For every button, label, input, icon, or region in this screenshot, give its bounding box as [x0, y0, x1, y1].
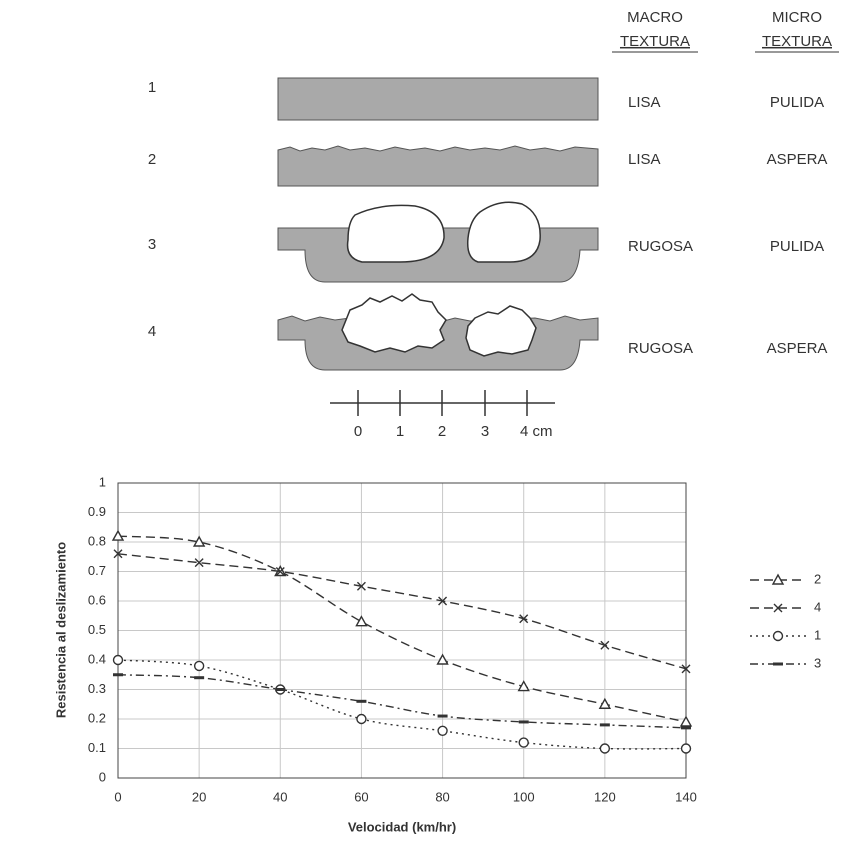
micro: PULIDA: [770, 238, 824, 255]
marker: [111, 529, 125, 541]
marker: [773, 662, 783, 666]
x-tick-label: 140: [675, 789, 697, 804]
row-number: 3: [148, 236, 156, 253]
row-number: 2: [148, 151, 156, 168]
legend-label: 2: [814, 571, 821, 586]
y-tick-label: 1: [99, 474, 106, 489]
marker: [275, 567, 285, 576]
stone: [465, 305, 537, 357]
marker: [518, 737, 529, 748]
y-tick-label: 0.4: [88, 651, 106, 666]
marker: [771, 573, 785, 585]
x-tick-label: 80: [435, 789, 449, 804]
series-line: [117, 659, 687, 750]
series-line: [117, 535, 687, 723]
x-tick-label: 0: [114, 789, 121, 804]
stone: [466, 201, 541, 263]
surface-2: [277, 145, 599, 187]
macro: LISA: [628, 151, 661, 168]
surface-1: [277, 77, 599, 121]
micro: ASPERA: [767, 151, 828, 168]
marker: [600, 640, 610, 650]
y-tick-label: 0.6: [88, 592, 106, 607]
marker: [436, 653, 449, 665]
marker: [518, 720, 529, 724]
y-tick-label: 0.7: [88, 563, 106, 578]
marker: [599, 723, 610, 727]
y-tick-label: 0.9: [88, 504, 106, 519]
legend-label: 1: [814, 627, 821, 642]
y-tick-label: 0.2: [88, 710, 106, 725]
scale-label: 0: [354, 423, 362, 440]
y-tick-label: 0.8: [88, 533, 106, 548]
row-number: 4: [148, 323, 156, 340]
marker: [356, 581, 366, 591]
marker: [680, 743, 692, 754]
x-tick-label: 20: [192, 789, 206, 804]
x-tick-label: 120: [594, 789, 616, 804]
marker: [598, 697, 612, 709]
micro: PULIDA: [770, 94, 824, 111]
marker: [681, 726, 691, 730]
y-tick-label: 0.1: [88, 740, 106, 755]
marker: [599, 743, 611, 754]
legend-label: 4: [814, 599, 821, 614]
marker: [275, 688, 286, 691]
legend-label: 3: [814, 655, 821, 670]
marker: [437, 725, 448, 736]
marker: [356, 713, 367, 725]
marker: [519, 614, 529, 624]
series-line: [117, 674, 687, 729]
y-tick-label: 0.3: [88, 681, 106, 696]
marker: [773, 603, 783, 613]
macro: LISA: [628, 94, 661, 111]
micro: ASPERA: [767, 340, 828, 357]
marker: [113, 549, 123, 559]
y-tick-label: 0.5: [88, 622, 106, 637]
macro: RUGOSA: [628, 238, 693, 255]
x-tick-label: 100: [513, 789, 535, 804]
marker: [193, 660, 205, 672]
macro: RUGOSA: [628, 340, 693, 357]
scale-label: 2: [438, 423, 446, 440]
marker: [772, 630, 784, 642]
series-line: [117, 553, 687, 670]
marker: [437, 714, 448, 718]
y-axis-label: Resistencia al deslizamiento: [53, 542, 68, 718]
stone: [341, 293, 447, 353]
marker: [679, 715, 693, 727]
marker: [438, 596, 448, 606]
x-tick-label: 60: [354, 789, 368, 804]
marker: [112, 654, 124, 666]
header: TEXTURA: [620, 33, 690, 50]
marker: [517, 680, 530, 692]
header: TEXTURA: [762, 33, 832, 50]
y-tick-label: 0: [99, 769, 106, 784]
marker: [194, 558, 204, 568]
plot-frame: [117, 482, 687, 779]
marker: [355, 615, 368, 627]
x-axis-label: Velocidad (km/hr): [348, 819, 456, 834]
scale-label: 3: [481, 423, 489, 440]
x-tick-label: 40: [273, 789, 287, 804]
marker: [192, 535, 206, 547]
scale-label: 1: [396, 423, 404, 440]
marker: [681, 664, 691, 674]
row-number: 1: [148, 79, 156, 96]
marker: [356, 699, 367, 703]
stone: [346, 204, 445, 263]
marker: [194, 676, 205, 680]
marker: [113, 673, 123, 677]
scale-label: 4 cm: [520, 423, 553, 440]
header: MICRO: [772, 9, 822, 26]
header: MACRO: [627, 9, 683, 26]
